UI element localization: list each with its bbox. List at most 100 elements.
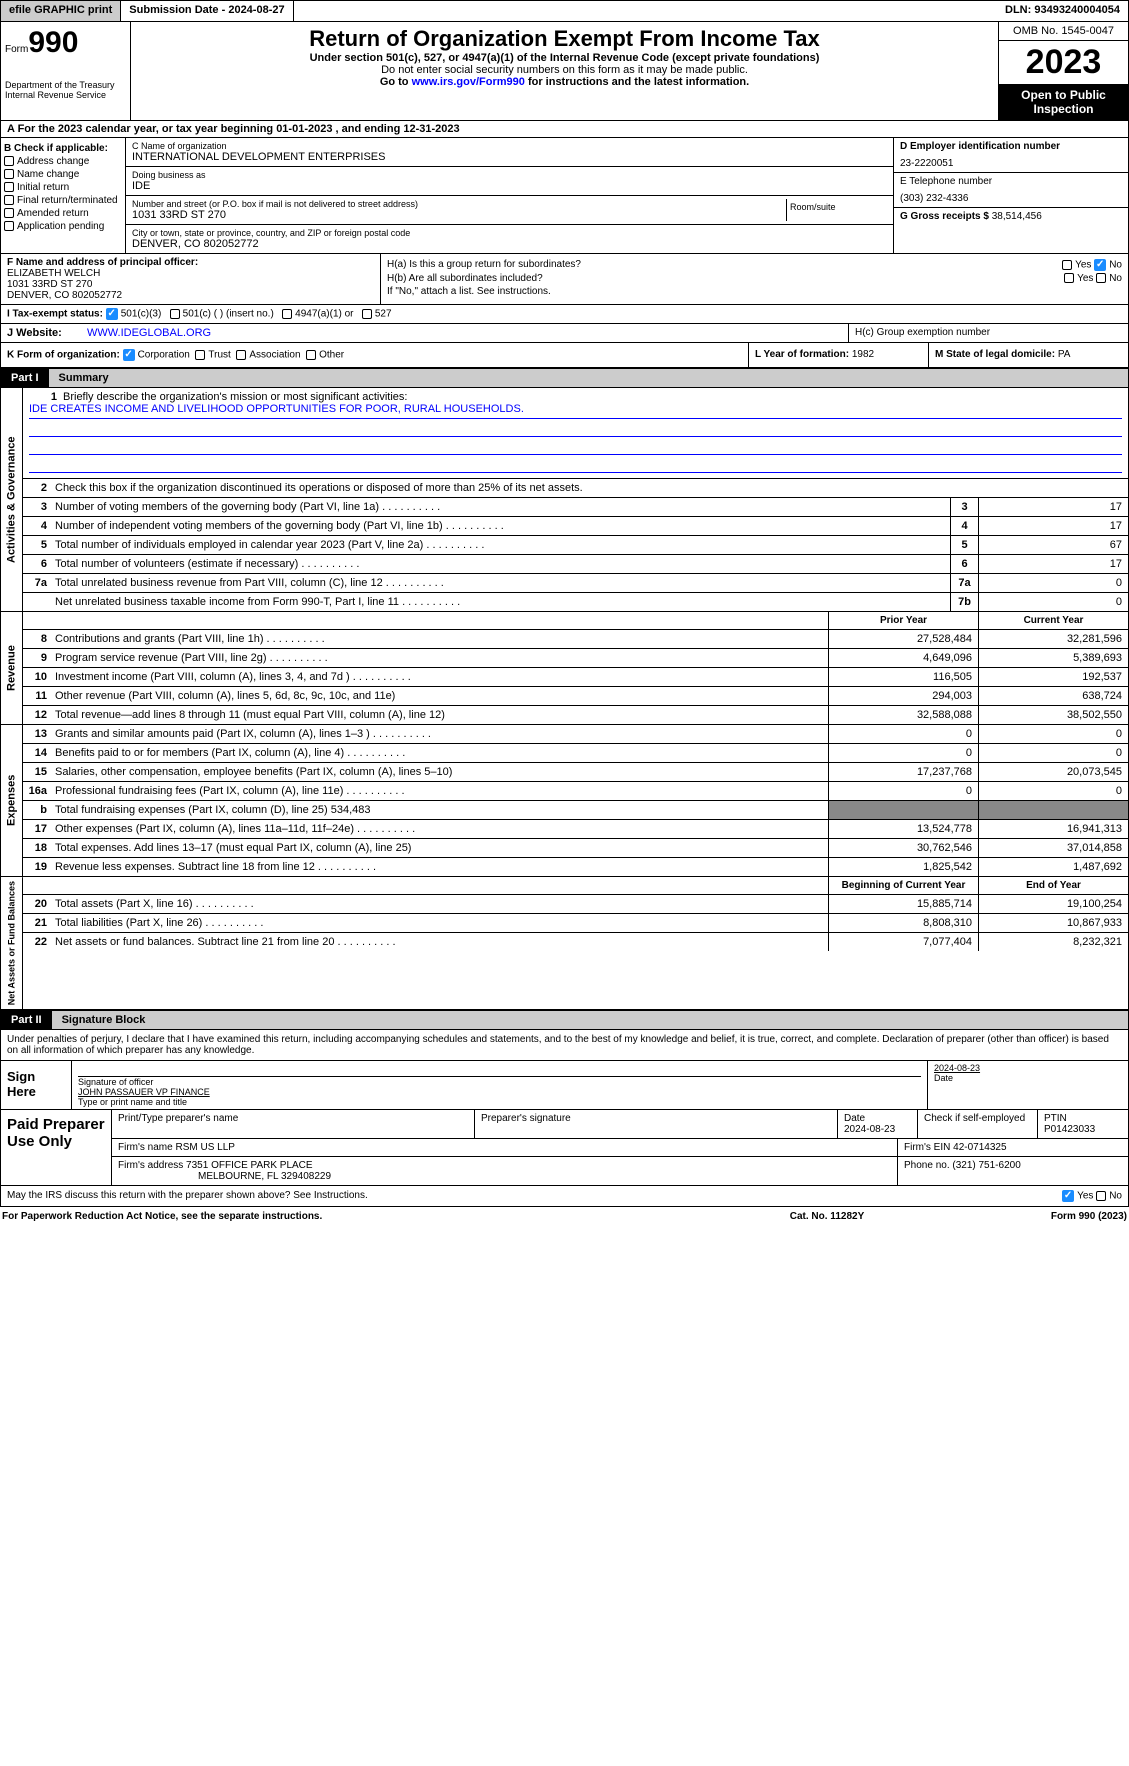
line-8: Contributions and grants (Part VIII, lin… — [51, 630, 828, 648]
check-name-change[interactable] — [4, 169, 14, 179]
website-url[interactable]: WWW.IDEGLOBAL.ORG — [81, 324, 848, 342]
ha-no[interactable]: ✓ — [1094, 259, 1106, 271]
form-title: Return of Organization Exempt From Incom… — [135, 26, 994, 52]
line-4-value: 17 — [978, 517, 1128, 535]
tab-revenue: Revenue — [1, 612, 23, 724]
end-year-header: End of Year — [978, 877, 1128, 894]
hb-no[interactable] — [1096, 273, 1106, 283]
beginning-year-header: Beginning of Current Year — [828, 877, 978, 894]
check-final-return[interactable] — [4, 195, 14, 205]
check-501c[interactable] — [170, 309, 180, 319]
line-21: Total liabilities (Part X, line 26) — [51, 914, 828, 932]
telephone: (303) 232-4336 — [900, 193, 1122, 204]
line-14: Benefits paid to or for members (Part IX… — [51, 744, 828, 762]
submission-date: Submission Date - 2024-08-27 — [121, 1, 293, 21]
efile-button[interactable]: efile GRAPHIC print — [1, 1, 121, 21]
col-de: D Employer identification number23-22200… — [893, 138, 1128, 253]
line-7a-text: Total unrelated business revenue from Pa… — [51, 574, 950, 592]
line-5-text: Total number of individuals employed in … — [51, 536, 950, 554]
line-16a: Professional fundraising fees (Part IX, … — [51, 782, 828, 800]
sign-date: 2024-08-23 — [934, 1063, 980, 1073]
year-formation: L Year of formation: 1982 — [748, 343, 928, 367]
line-12: Total revenue—add lines 8 through 11 (mu… — [51, 706, 828, 724]
dba: IDE — [132, 180, 887, 192]
part-1-header: Part ISummary — [0, 368, 1129, 388]
city-label: City or town, state or province, country… — [132, 228, 887, 238]
line-6-text: Total number of volunteers (estimate if … — [51, 555, 950, 573]
line-1-text: Briefly describe the organization's miss… — [57, 391, 407, 403]
check-amended[interactable] — [4, 208, 14, 218]
footer: For Paperwork Reduction Act Notice, see … — [0, 1207, 1129, 1226]
line-18: Total expenses. Add lines 13–17 (must eq… — [51, 839, 828, 857]
line-16b: Total fundraising expenses (Part IX, col… — [51, 801, 828, 819]
line-20: Total assets (Part X, line 16) — [51, 895, 828, 913]
addr-label: Number and street (or P.O. box if mail i… — [132, 199, 780, 209]
dba-label: Doing business as — [132, 170, 887, 180]
group-return: H(a) Is this a group return for subordin… — [381, 254, 1128, 304]
hb-yes[interactable] — [1064, 273, 1074, 283]
prior-year-header: Prior Year — [828, 612, 978, 629]
sign-here-block: Sign Here Signature of officerJOHN PASSA… — [0, 1061, 1129, 1110]
line-7a-value: 0 — [978, 574, 1128, 592]
line-7b-value: 0 — [978, 593, 1128, 611]
paid-preparer-block: Paid Preparer Use Only Print/Type prepar… — [0, 1110, 1129, 1186]
form-label: Form — [5, 44, 28, 55]
form-of-org: K Form of organization: ✓Corporation Tru… — [1, 343, 748, 367]
tab-governance: Activities & Governance — [1, 388, 23, 611]
form-header: Form990 Department of the Treasury Inter… — [0, 22, 1129, 121]
officer-name: JOHN PASSAUER VP FINANCE — [78, 1087, 210, 1097]
gross-label: G Gross receipts $ — [900, 211, 992, 222]
line-3-text: Number of voting members of the governin… — [51, 498, 950, 516]
check-initial-return[interactable] — [4, 182, 14, 192]
form-number: 990 — [28, 26, 78, 59]
tax-year: 2023 — [999, 41, 1128, 84]
line-13: Grants and similar amounts paid (Part IX… — [51, 725, 828, 743]
tab-net-assets: Net Assets or Fund Balances — [1, 877, 23, 1009]
website-label: J Website: — [1, 324, 81, 342]
tab-expenses: Expenses — [1, 725, 23, 876]
city-state-zip: DENVER, CO 802052772 — [132, 238, 887, 250]
check-trust[interactable] — [195, 350, 205, 360]
part-2-header: Part IISignature Block — [0, 1010, 1129, 1030]
tel-label: E Telephone number — [900, 176, 1122, 187]
gross-receipts: 38,514,456 — [992, 211, 1042, 222]
line-10: Investment income (Part VIII, column (A)… — [51, 668, 828, 686]
signature-declaration: Under penalties of perjury, I declare th… — [0, 1030, 1129, 1061]
inspection-label: Open to Public Inspection — [999, 84, 1128, 120]
check-association[interactable] — [236, 350, 246, 360]
dept-label: Department of the Treasury Internal Reve… — [5, 80, 126, 100]
row-a-tax-year: A For the 2023 calendar year, or tax yea… — [0, 121, 1129, 138]
line-7b-text: Net unrelated business taxable income fr… — [51, 593, 950, 611]
firm-name: RSM US LLP — [175, 1142, 234, 1153]
firm-ein: 42-0714325 — [953, 1142, 1006, 1153]
ein: 23-2220051 — [900, 158, 1122, 169]
check-corporation[interactable]: ✓ — [123, 349, 135, 361]
discuss-no[interactable] — [1096, 1191, 1106, 1201]
discuss-yes[interactable]: ✓ — [1062, 1190, 1074, 1202]
check-other[interactable] — [306, 350, 316, 360]
org-name-label: C Name of organization — [132, 141, 887, 151]
line-22: Net assets or fund balances. Subtract li… — [51, 933, 828, 951]
check-4947[interactable] — [282, 309, 292, 319]
top-bar: efile GRAPHIC print Submission Date - 20… — [0, 0, 1129, 22]
room-label: Room/suite — [790, 202, 884, 212]
form-subtitle: Under section 501(c), 527, or 4947(a)(1)… — [135, 52, 994, 64]
org-name: INTERNATIONAL DEVELOPMENT ENTERPRISES — [132, 151, 887, 163]
ssn-notice: Do not enter social security numbers on … — [135, 64, 994, 76]
irs-link[interactable]: www.irs.gov/Form990 — [412, 76, 525, 88]
line-15: Salaries, other compensation, employee b… — [51, 763, 828, 781]
preparer-date: 2024-08-23 — [844, 1124, 895, 1135]
line-9: Program service revenue (Part VIII, line… — [51, 649, 828, 667]
check-527[interactable] — [362, 309, 372, 319]
ptin: P01423033 — [1044, 1124, 1095, 1135]
group-exemption: H(c) Group exemption number — [848, 324, 1128, 342]
line-2-text: Check this box if the organization disco… — [51, 479, 1128, 497]
dln: DLN: 93493240004054 — [997, 1, 1128, 21]
check-address-change[interactable] — [4, 156, 14, 166]
ha-yes[interactable] — [1062, 260, 1072, 270]
check-501c3[interactable]: ✓ — [106, 308, 118, 320]
street-address: 1031 33RD ST 270 — [132, 209, 780, 221]
check-application[interactable] — [4, 221, 14, 231]
line-3-value: 17 — [978, 498, 1128, 516]
state-domicile: M State of legal domicile: PA — [928, 343, 1128, 367]
